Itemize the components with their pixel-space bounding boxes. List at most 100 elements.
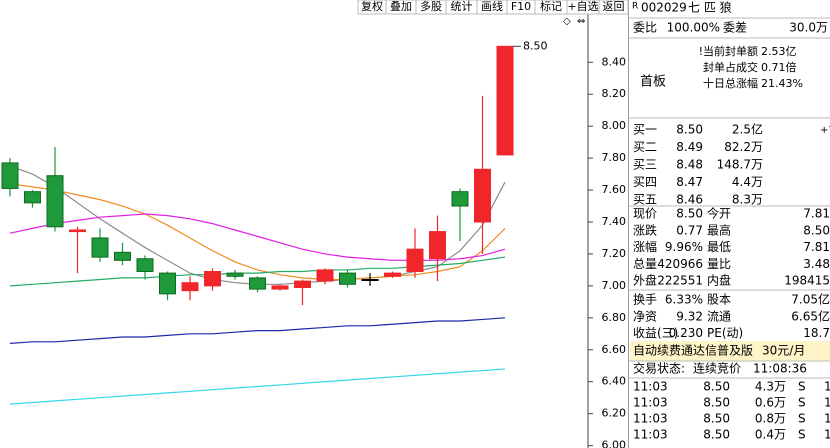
- trade-volume: 0.8万: [755, 412, 786, 426]
- order-label: 买二: [633, 140, 657, 154]
- candle-body: [91, 237, 109, 258]
- stock-code: 002029: [641, 1, 687, 15]
- seal-label: !当前封单额: [699, 44, 758, 58]
- quote-label: PE(动): [707, 326, 743, 340]
- trade-side: S: [798, 380, 806, 394]
- candle-body: [204, 271, 221, 287]
- order-volume: 4.4万: [732, 175, 763, 189]
- toolbar-button[interactable]: [598, 0, 629, 15]
- trade-count: 1: [824, 396, 830, 410]
- candle-body: [46, 175, 64, 228]
- toolbar-label[interactable]: 画线: [481, 0, 503, 13]
- trade-count: 1: [824, 428, 830, 442]
- toolbar-label[interactable]: F10: [511, 0, 531, 13]
- quote-value: 7.81: [803, 240, 830, 254]
- quote-label: 换手: [633, 293, 657, 307]
- moving-average: [9, 317, 506, 344]
- quote-value: 8.50: [803, 223, 830, 237]
- quote-value: 0.230: [669, 326, 703, 340]
- quote-value: 3.48: [803, 257, 830, 271]
- order-change: +7: [820, 125, 830, 136]
- toolbar-label[interactable]: 标记: [540, 0, 562, 13]
- value: 30.0万: [789, 21, 828, 35]
- candle-body: [159, 272, 176, 295]
- moving-average: [9, 368, 506, 405]
- order-volume: 8.3万: [732, 193, 763, 207]
- y-tick-label: 6.80: [602, 311, 627, 324]
- trade-price: 8.50: [703, 428, 730, 442]
- candle-body: [114, 251, 131, 261]
- y-tick-label: 6.40: [602, 375, 627, 388]
- quote-label: 总量: [633, 257, 657, 271]
- candle-body: [226, 272, 244, 277]
- y-tick-label: 7.00: [602, 279, 627, 292]
- candle-body: [136, 258, 154, 273]
- candle-body: [474, 168, 491, 223]
- quote-value: 8.50: [676, 207, 703, 221]
- candle-body: [339, 272, 356, 285]
- quote-label: 涨幅: [633, 239, 657, 254]
- candle-body: [406, 248, 424, 273]
- candle-body: [384, 272, 401, 277]
- quote-value: 0.77: [676, 223, 703, 237]
- candle-body: [1, 162, 19, 189]
- order-price: 8.48: [676, 158, 703, 172]
- y-tick-label: 8.00: [602, 119, 627, 132]
- candle-body: [294, 280, 311, 288]
- y-tick-label: 7.40: [602, 215, 627, 228]
- trade-price: 8.50: [703, 380, 730, 394]
- trade-side: S: [798, 428, 806, 442]
- candle-body: [429, 231, 446, 260]
- y-tick-label: 8.40: [602, 55, 627, 68]
- y-tick-label: 7.20: [602, 247, 627, 260]
- toolbar-label[interactable]: +自选: [567, 0, 598, 13]
- quote-value: 420966: [657, 257, 703, 271]
- candle-body: [496, 45, 514, 156]
- banner-text: 自动续费通达信普及版: [633, 344, 753, 358]
- y-tick-label: 7.80: [602, 151, 627, 164]
- seal-value: 0.71倍: [761, 60, 797, 74]
- order-label: 买三: [633, 158, 657, 172]
- status-value: 连续竞价: [693, 361, 741, 376]
- candle-body: [316, 269, 334, 282]
- trade-side: S: [798, 396, 806, 410]
- order-volume: 148.7万: [717, 158, 763, 172]
- badge: R: [632, 2, 638, 12]
- quote-label: 内盘: [707, 273, 731, 288]
- y-tick-label: 6.00: [602, 439, 627, 448]
- trade-count: 1: [824, 412, 830, 426]
- value: 100.00%: [667, 21, 720, 35]
- quote-label: 今开: [707, 206, 731, 221]
- icon-diamond: ◇: [563, 16, 571, 27]
- quote-label: 股本: [707, 293, 731, 307]
- toolbar-label[interactable]: 复权: [361, 0, 383, 13]
- label: 委比: [633, 21, 657, 35]
- order-label: 买四: [633, 175, 657, 189]
- toolbar-label[interactable]: 统计: [451, 0, 473, 13]
- banner-bg: [630, 341, 830, 361]
- order-price: 8.50: [676, 123, 703, 137]
- trade-volume: 0.4万: [755, 428, 786, 442]
- candle-body: [181, 282, 199, 292]
- trade-time: 11:03: [633, 396, 668, 410]
- trade-volume: 4.3万: [755, 380, 786, 394]
- quote-label: 收益(三): [633, 326, 678, 340]
- order-volume: 82.2万: [724, 140, 763, 154]
- order-label: 买一: [633, 123, 657, 137]
- trade-count: 1: [824, 380, 830, 394]
- label: 委差: [723, 21, 747, 35]
- trade-time: 11:03: [633, 412, 668, 426]
- quote-value: 6.33%: [665, 293, 703, 307]
- toolbar-label[interactable]: 返回: [603, 0, 625, 13]
- toolbar-label[interactable]: 多股: [420, 0, 442, 13]
- order-volume: 2.5亿: [732, 122, 763, 137]
- quote-label: 最低: [707, 240, 731, 254]
- trade-time: 11:03: [633, 428, 668, 442]
- toolbar-label[interactable]: 叠加: [390, 0, 412, 13]
- candle-body: [451, 191, 469, 207]
- quote-value: 7.05亿: [791, 292, 830, 307]
- trade-volume: 0.6万: [755, 396, 786, 410]
- y-tick-label: 6.60: [602, 343, 627, 356]
